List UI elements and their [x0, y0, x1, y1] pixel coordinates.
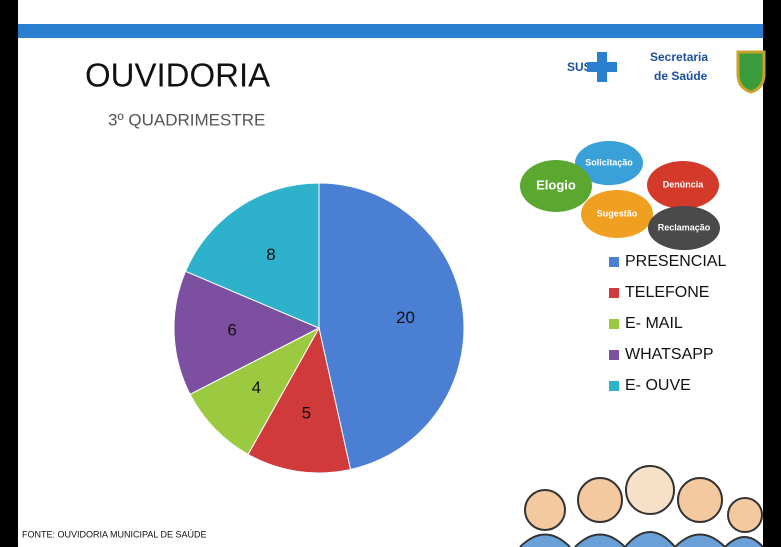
bubble [648, 206, 720, 250]
logo-line1: Secretaria [650, 50, 708, 64]
data-label: 8 [266, 245, 275, 264]
bubble-label: Solicitação [585, 157, 633, 167]
bubble-label: Sugestão [597, 208, 638, 218]
pie-slice [184, 182, 320, 329]
title: OUVIDORIA [85, 57, 270, 94]
pie-slice [318, 182, 465, 471]
logo-line2: de Saúde [654, 69, 708, 83]
bubble [520, 160, 592, 212]
data-label: 5 [302, 404, 311, 423]
data-label: 20 [396, 308, 415, 327]
logo-cross [587, 52, 617, 82]
logo-sus: SUS [567, 60, 592, 74]
bubble-label: Reclamação [658, 222, 711, 232]
pie-slice [189, 326, 321, 456]
legend-swatch [609, 319, 619, 329]
top-bar [18, 24, 763, 38]
bubble-label: Denúncia [663, 179, 705, 189]
logo-crest [736, 50, 766, 94]
legend-label: TELEFONE [625, 284, 709, 301]
pie-slice [173, 270, 321, 395]
legend-swatch [609, 350, 619, 360]
data-label: 6 [227, 321, 236, 340]
legend-swatch [609, 381, 619, 391]
data-label: 4 [252, 378, 261, 397]
people-decor [519, 465, 764, 547]
legend-label: WHATSAPP [625, 346, 714, 363]
legend-label: PRESENCIAL [625, 253, 726, 270]
pie-slice [247, 326, 352, 474]
source: FONTE: OUVIDORIA MUNICIPAL DE SAÚDE [22, 529, 207, 539]
bubble [575, 141, 643, 185]
legend-label: E- MAIL [625, 315, 683, 332]
bubble-label: Elogio [536, 177, 576, 192]
subtitle: 3º QUADRIMESTRE [108, 110, 265, 129]
legend-swatch [609, 288, 619, 298]
legend-swatch [609, 257, 619, 267]
bubble [647, 161, 719, 209]
legend-label: E- OUVE [625, 377, 691, 394]
bubble [581, 190, 653, 238]
